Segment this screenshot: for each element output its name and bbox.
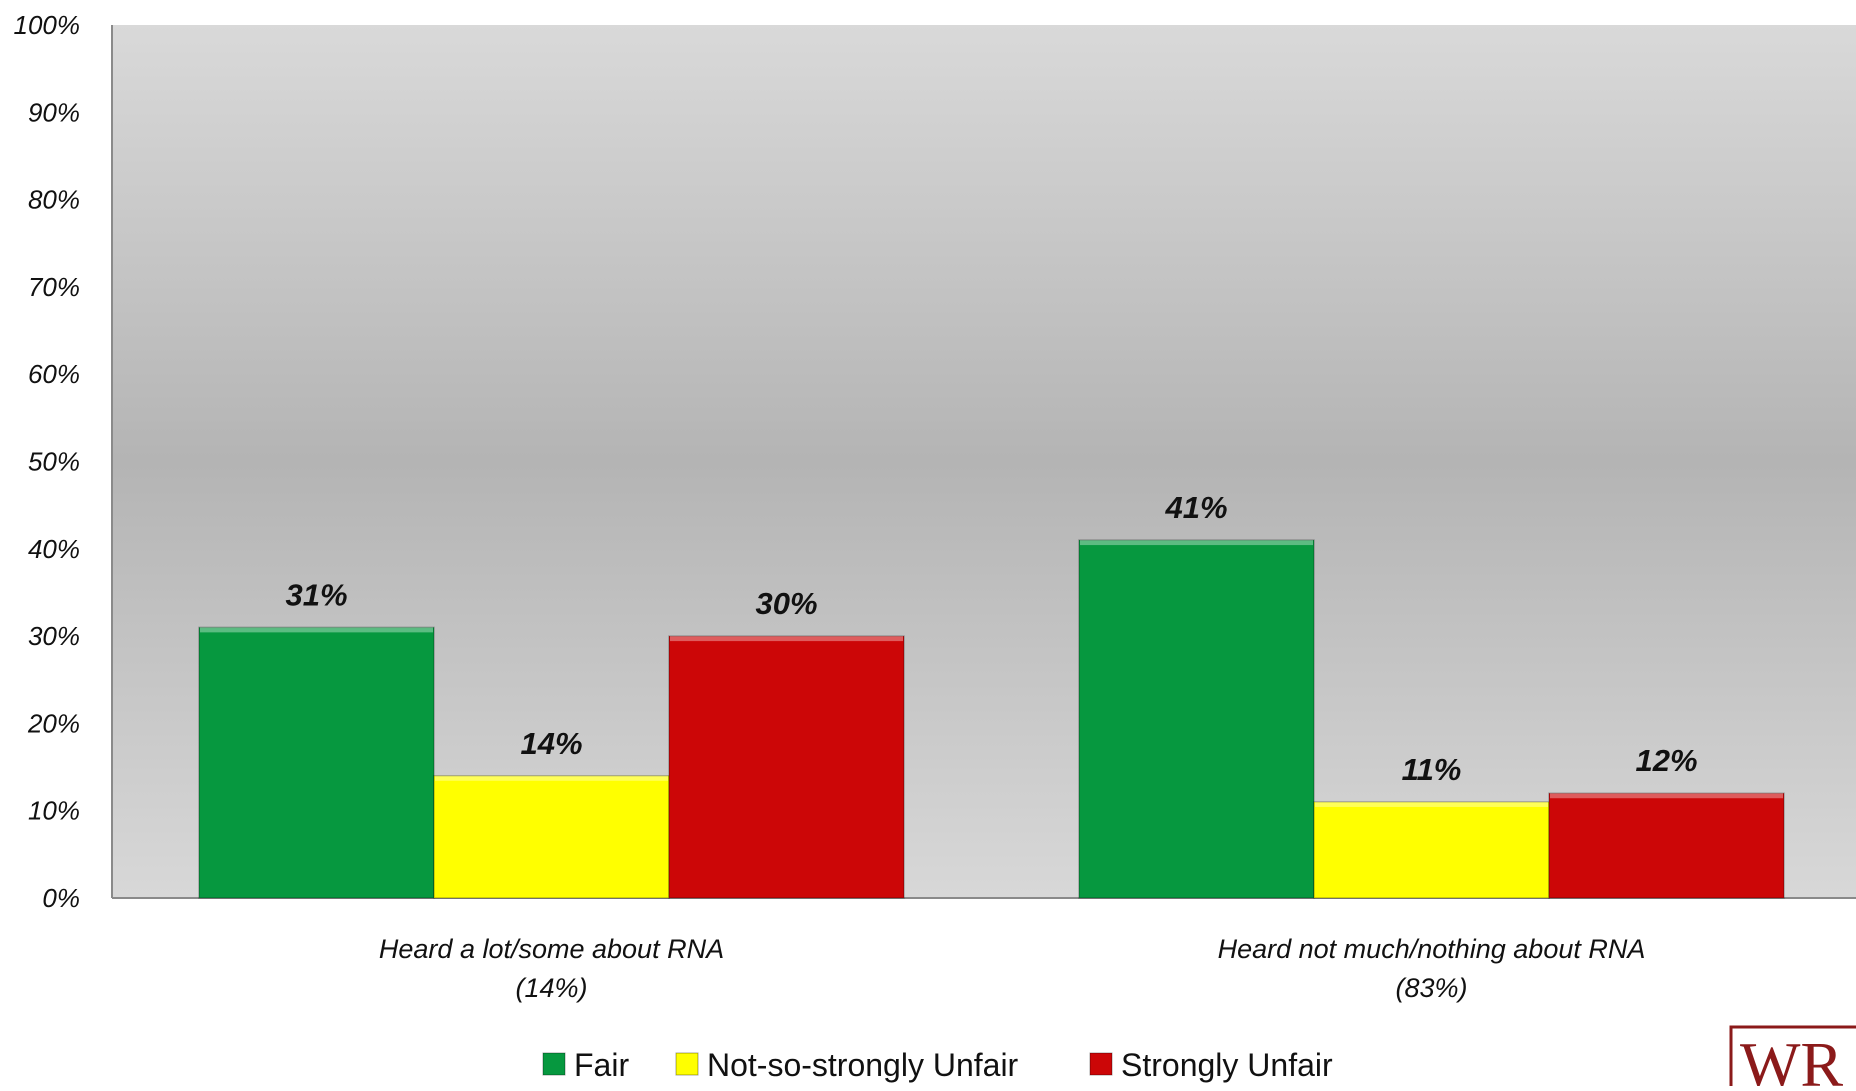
bar-highlight xyxy=(1080,540,1313,546)
category-labels: Heard a lot/some about RNA (14%) Heard not… xyxy=(379,934,1645,1003)
bar xyxy=(1548,792,1785,899)
y-tick-label: 30% xyxy=(28,621,80,651)
bar-highlight xyxy=(435,775,668,781)
category-label: Heard not much/nothing about RNA xyxy=(1218,934,1646,964)
bar-highlight xyxy=(1315,801,1548,807)
logo-frame xyxy=(1729,1025,1856,1091)
y-tick-label: 80% xyxy=(28,185,80,215)
data-label: 14% xyxy=(520,726,582,761)
bar xyxy=(1313,801,1550,899)
bar xyxy=(1078,539,1315,899)
data-label: 30% xyxy=(755,586,817,621)
legend-swatch xyxy=(675,1052,699,1076)
bar-highlight xyxy=(670,636,903,642)
bar xyxy=(433,775,670,899)
legend-label: Strongly Unfair xyxy=(1121,1047,1333,1083)
y-tick-label: 20% xyxy=(27,708,80,738)
bar xyxy=(668,635,905,899)
data-labels: 31% 14% 30% 41% 11% 12% xyxy=(285,490,1697,787)
y-tick-label: 60% xyxy=(28,359,80,389)
legend: Fair Not-so-strongly Unfair Strongly Unfai… xyxy=(542,1047,1333,1083)
bar-highlight xyxy=(200,627,433,633)
data-label: 12% xyxy=(1635,743,1697,778)
y-tick-labels: 0% 10% 20% 30% 40% 50% 60% 70% 80% 90% 100% xyxy=(14,10,81,913)
y-tick-label: 0% xyxy=(42,883,80,913)
bars xyxy=(198,539,1785,899)
y-tick-label: 10% xyxy=(28,796,80,826)
y-tick-label: 90% xyxy=(28,97,80,127)
y-tick-label: 40% xyxy=(28,534,80,564)
legend-swatch xyxy=(542,1052,566,1076)
logo-text: WR xyxy=(1740,1029,1843,1086)
category-label: Heard a lot/some about RNA xyxy=(379,934,724,964)
legend-label: Fair xyxy=(574,1047,629,1083)
bar-highlight xyxy=(1550,793,1783,799)
bar xyxy=(198,626,435,899)
y-tick-label: 100% xyxy=(14,10,81,40)
legend-swatch xyxy=(1089,1052,1113,1076)
data-label: 41% xyxy=(1164,490,1227,525)
logo: WR xyxy=(1729,1025,1856,1091)
category-label: (83%) xyxy=(1395,973,1467,1003)
category-label: (14%) xyxy=(515,973,587,1003)
data-label: 31% xyxy=(285,577,347,612)
y-tick-label: 70% xyxy=(28,272,80,302)
y-tick-label: 50% xyxy=(28,447,80,477)
legend-label: Not-so-strongly Unfair xyxy=(707,1047,1019,1083)
data-label: 11% xyxy=(1402,752,1462,787)
